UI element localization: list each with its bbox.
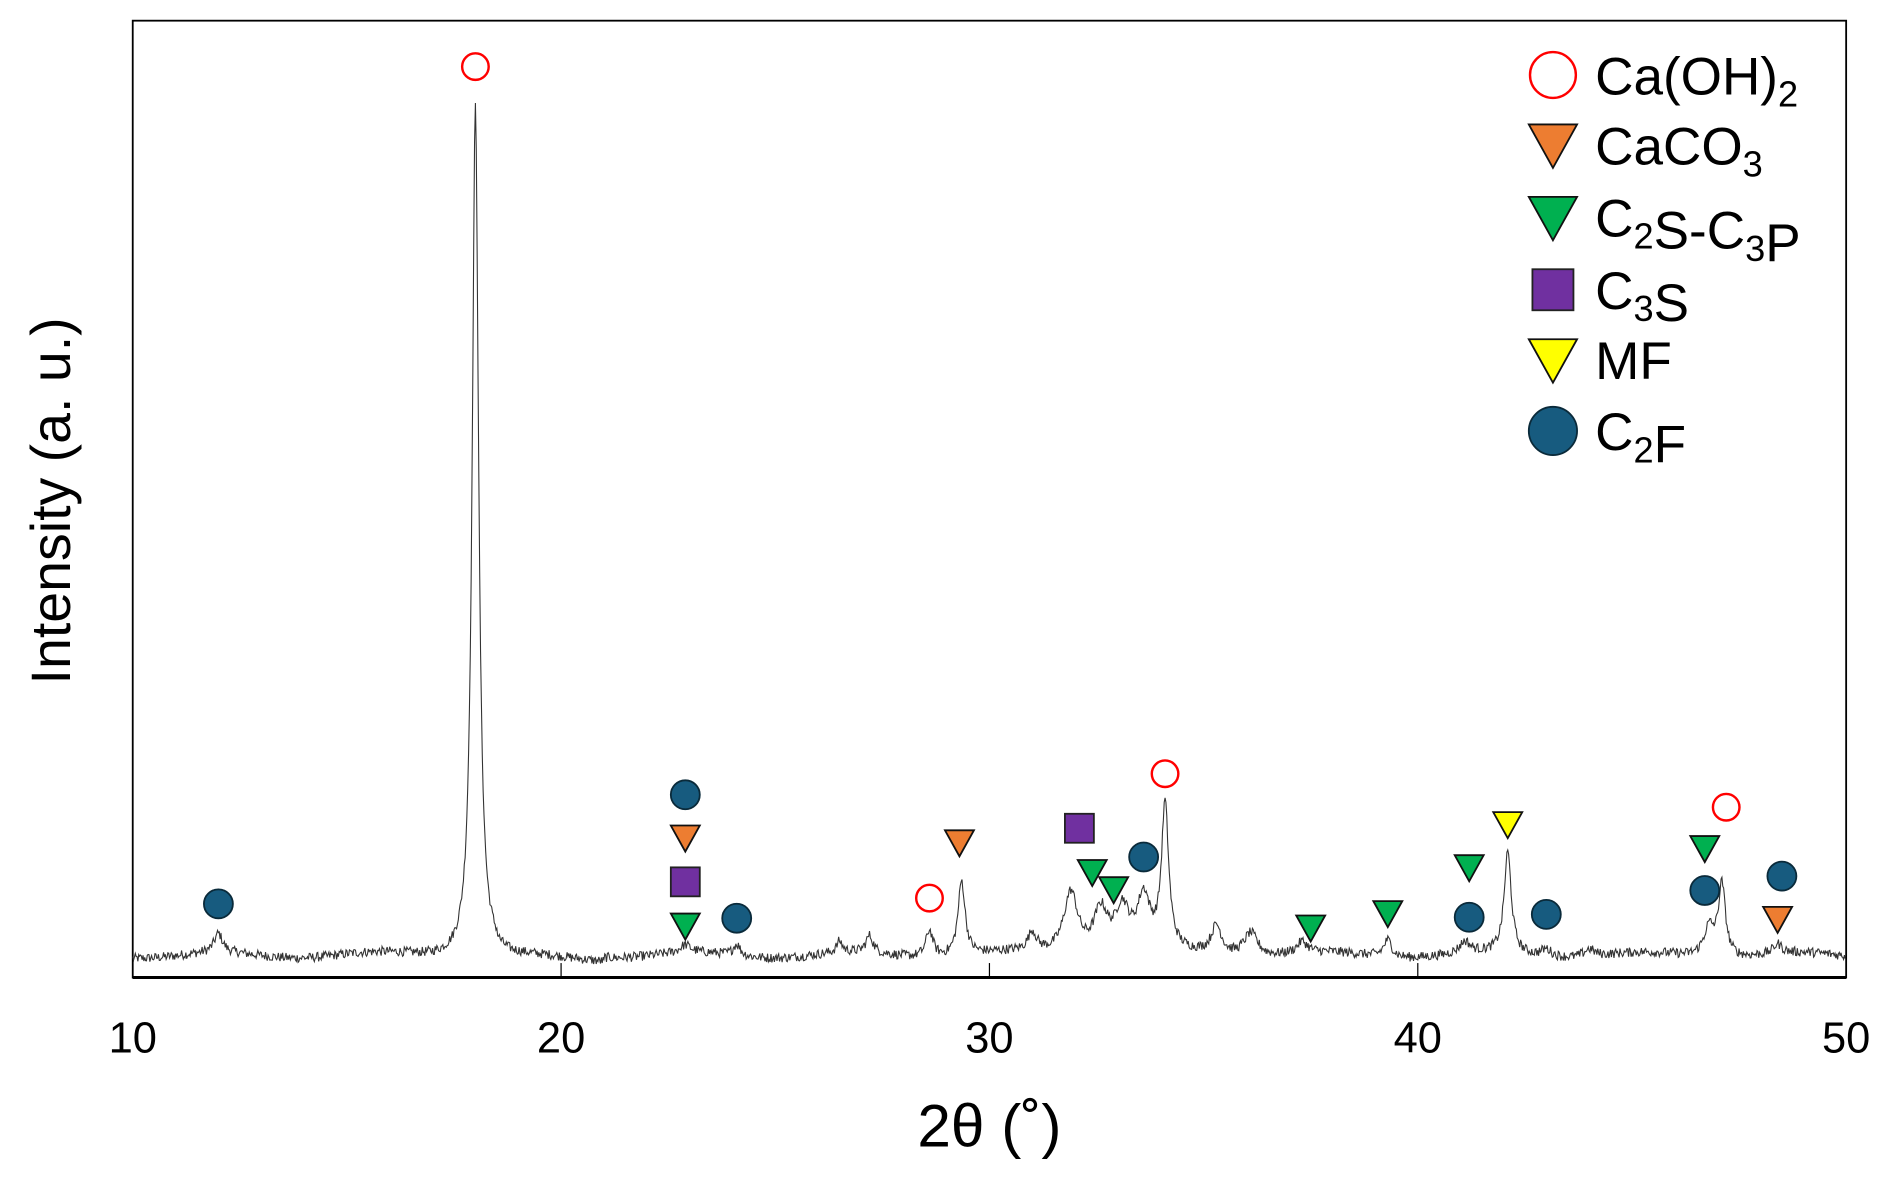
marker-c2f [1689,875,1721,906]
marker-caco3 [1761,905,1794,935]
plot-frame [131,19,1848,979]
marker-caco3 [943,829,976,859]
x-axis-label: 2θ (˚) [917,1091,1061,1159]
legend-item-ca-oh-2: Ca(OH)2 [1528,47,1798,114]
legend-item-c2f: C2F [1527,403,1686,474]
x-tick-label: 20 [537,1014,585,1062]
legend-label: C2F [1595,403,1686,474]
marker-c2f [1453,901,1485,933]
legend-item-mf: MF [1527,332,1672,391]
marker-c2s-c3p [669,912,702,942]
marker-c2s-c3p [1453,854,1486,884]
legend-marker-c2s-c3p [1527,195,1579,243]
y-axis-label: Intensity (a. u.) [20,317,82,684]
marker-c2s-c3p [1294,914,1327,944]
marker-c2f [203,888,234,920]
marker-c2s-c3p [1371,900,1404,930]
marker-c2s-c3p [1076,859,1109,888]
legend-label: Ca(OH)2 [1595,47,1798,114]
x-tick-label: 50 [1822,1014,1870,1062]
legend-marker-c2f [1527,405,1578,456]
marker-ca-oh-2 [1711,792,1741,822]
marker-caco3 [669,824,702,854]
marker-c2f [721,902,753,934]
legend-label: MF [1595,332,1672,391]
legend-label: C2S-C3P [1595,190,1800,273]
legend-marker-mf [1527,338,1579,385]
legend-marker-caco3 [1527,123,1579,170]
marker-c2s-c3p [1688,835,1721,864]
legend-item-c3s: C3S [1531,262,1689,333]
legend-label: CaCO3 [1595,117,1763,184]
marker-ca-oh-2 [460,52,490,82]
legend-marker-ca-oh-2 [1528,50,1578,100]
marker-c2f [669,779,701,811]
legend-marker-c3s [1531,268,1575,312]
marker-ca-oh-2 [914,883,944,913]
marker-c2f [1530,898,1562,930]
marker-c2s-c3p [1097,876,1130,906]
x-tick-label: 40 [1394,1014,1442,1062]
legend-label: C3S [1595,262,1689,333]
marker-c2f [1766,860,1798,892]
marker-ca-oh-2 [1150,759,1180,789]
marker-c2f [1128,841,1160,873]
x-tick-label: 10 [109,1014,157,1062]
marker-mf [1491,811,1524,841]
x-tick-label: 30 [965,1014,1013,1062]
marker-c3s [669,866,701,898]
legend-item-c2s-c3p: C2S-C3P [1527,190,1801,273]
legend-item-caco3: CaCO3 [1527,117,1763,184]
marker-c3s [1064,812,1095,844]
xrd-pattern-line [132,103,1846,965]
